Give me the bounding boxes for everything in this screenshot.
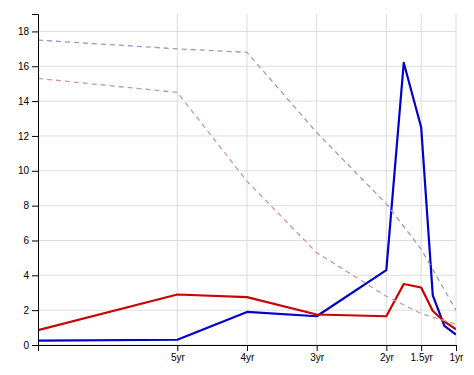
y-tick: 16	[18, 61, 38, 72]
y-tick-label: 10	[18, 165, 30, 176]
series-line	[38, 63, 456, 341]
x-axis: 5yr 4yr 3yr 2yr 1.5yr 1yr	[39, 345, 465, 363]
grid-line-x	[456, 14, 457, 345]
grid-line-y	[38, 135, 456, 136]
y-tick-label: 0	[23, 340, 29, 351]
x-tick-mark	[456, 345, 457, 351]
y-tick-mark	[32, 136, 38, 137]
grid-line-y	[38, 275, 456, 276]
series-line	[38, 78, 456, 324]
y-tick-label: 14	[18, 96, 30, 107]
x-tick: 3yr	[310, 345, 325, 363]
y-tick-label: 18	[18, 26, 30, 37]
y-tick-label: 2	[23, 305, 29, 316]
y-tick: 8	[23, 200, 38, 211]
x-tick: 2yr	[380, 345, 395, 363]
grid-line-y	[38, 66, 456, 67]
y-tick: 0	[23, 340, 38, 351]
y-tick-label: 6	[23, 235, 29, 246]
x-tick: 4yr	[241, 345, 256, 363]
y-tick-mark	[32, 206, 38, 207]
x-tick-label: 3yr	[310, 352, 325, 363]
x-tick-label: 1.5yr	[411, 352, 434, 363]
y-tick: 12	[18, 131, 38, 142]
x-tick: 1.5yr	[411, 345, 434, 363]
y-tick: 4	[23, 270, 38, 281]
grid-line-x	[316, 14, 317, 345]
y-tick: 14	[18, 96, 38, 107]
x-tick-mark	[247, 345, 248, 351]
grid-line-y	[38, 205, 456, 206]
y-tick-mark	[32, 310, 38, 311]
y-tick-mark	[32, 171, 38, 172]
y-axis: 0 2 4 6 8 10 12 14 16 18	[18, 15, 39, 351]
x-tick-label: 5yr	[171, 352, 186, 363]
lines	[38, 40, 456, 341]
x-tick-label: 1yr	[450, 352, 465, 363]
series-line	[38, 284, 456, 330]
x-tick-mark	[386, 345, 387, 351]
grid-line-y	[38, 31, 456, 32]
y-tick-label: 12	[18, 131, 30, 142]
y-tick-label: 16	[18, 61, 30, 72]
grid-line-x	[247, 14, 248, 345]
grid-line-y	[38, 310, 456, 311]
y-tick: 18	[18, 26, 38, 37]
x-tick-mark	[317, 345, 318, 351]
grid	[38, 14, 456, 345]
chart: 5yr 4yr 3yr 2yr 1.5yr 1yr 0 2 4 6 8 10 12 14 16 18	[0, 0, 474, 375]
x-tick-mark	[421, 345, 422, 351]
series-line	[38, 40, 456, 310]
x-axis-line	[39, 346, 457, 352]
y-tick-mark	[32, 31, 38, 32]
grid-line-y	[38, 240, 456, 241]
grid-line-y	[38, 170, 456, 171]
y-tick-label: 4	[23, 270, 29, 281]
y-tick-mark	[32, 66, 38, 67]
x-tick: 1yr	[450, 345, 465, 363]
plot: 5yr 4yr 3yr 2yr 1.5yr 1yr 0 2 4 6 8 10 12 14 16 18	[18, 14, 464, 363]
y-tick-mark	[32, 275, 38, 276]
y-axis-line	[32, 15, 39, 346]
grid-line-x	[421, 14, 422, 345]
x-tick-label: 2yr	[380, 352, 395, 363]
y-tick: 10	[18, 165, 38, 176]
y-tick-mark	[32, 345, 38, 346]
x-tick-label: 4yr	[241, 352, 256, 363]
grid-line-y	[38, 101, 456, 102]
y-tick-mark	[32, 101, 38, 102]
x-tick-mark	[177, 345, 178, 351]
y-tick-mark	[32, 240, 38, 241]
y-tick: 2	[23, 305, 38, 316]
y-tick-label: 8	[23, 200, 29, 211]
y-tick: 6	[23, 235, 38, 246]
x-tick: 5yr	[171, 345, 186, 363]
